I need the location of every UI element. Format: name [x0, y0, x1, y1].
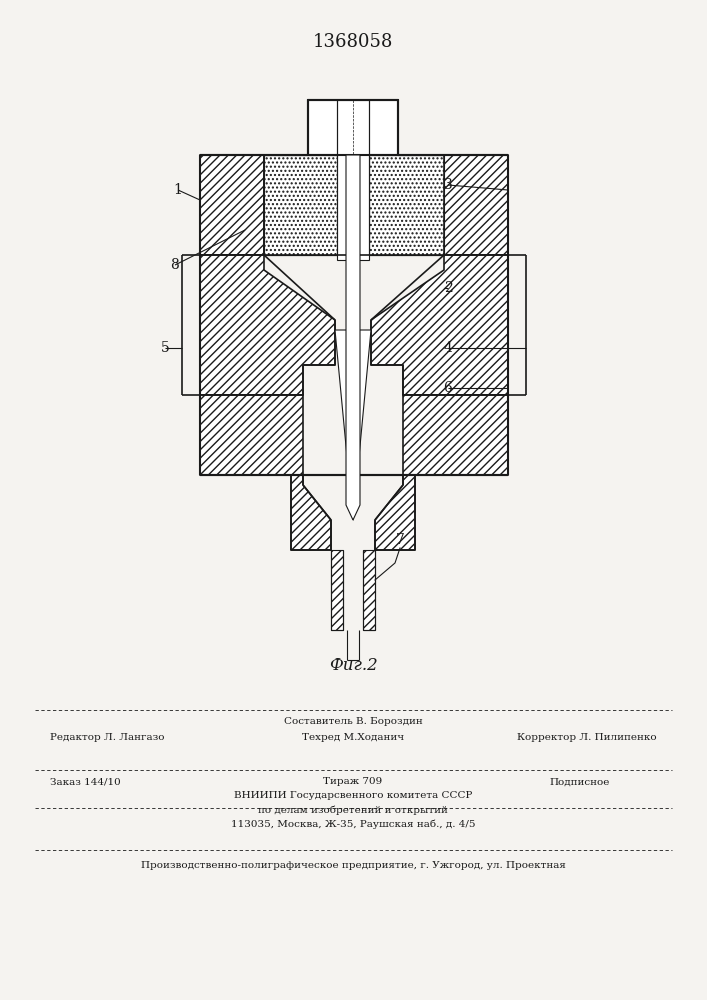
Text: 5: 5 [160, 341, 170, 355]
Text: Подписное: Подписное [550, 778, 610, 786]
Polygon shape [337, 100, 369, 260]
Text: 3: 3 [443, 178, 452, 192]
Text: 7: 7 [395, 533, 404, 547]
Text: ВНИИПИ Государсвенного комитета СССР: ВНИИПИ Государсвенного комитета СССР [234, 792, 472, 800]
Text: Техред М.Ходанич: Техред М.Ходанич [302, 734, 404, 742]
Polygon shape [363, 550, 375, 630]
Polygon shape [308, 100, 398, 155]
Text: Фиг.2: Фиг.2 [329, 656, 378, 674]
Text: 1: 1 [173, 183, 182, 197]
Text: 1368058: 1368058 [312, 33, 393, 51]
Text: Редактор Л. Лангазо: Редактор Л. Лангазо [50, 734, 165, 742]
Text: 2: 2 [443, 281, 452, 295]
Text: Корректор Л. Пилипенко: Корректор Л. Пилипенко [518, 734, 657, 742]
Text: 4: 4 [443, 341, 452, 355]
Text: 6: 6 [443, 381, 452, 395]
Polygon shape [200, 255, 335, 395]
Polygon shape [346, 155, 360, 520]
Polygon shape [264, 155, 337, 255]
Text: Заказ 144/10: Заказ 144/10 [50, 778, 121, 786]
Polygon shape [291, 475, 331, 550]
Polygon shape [335, 330, 371, 520]
Polygon shape [444, 155, 508, 255]
Text: 8: 8 [170, 258, 180, 272]
Polygon shape [369, 155, 444, 255]
Polygon shape [200, 395, 303, 475]
Polygon shape [331, 550, 343, 630]
Text: 113035, Москва, Ж-35, Раушская наб., д. 4/5: 113035, Москва, Ж-35, Раушская наб., д. … [230, 819, 475, 829]
Text: Составитель В. Бороздин: Составитель В. Бороздин [284, 718, 422, 726]
Polygon shape [371, 255, 508, 395]
Text: по делам изобретений и открытий: по делам изобретений и открытий [258, 805, 448, 815]
Polygon shape [375, 475, 415, 550]
Polygon shape [200, 155, 264, 255]
Text: Тираж 709: Тираж 709 [323, 778, 382, 786]
Polygon shape [403, 395, 508, 475]
Text: Производственно-полиграфическое предприятие, г. Ужгород, ул. Проектная: Производственно-полиграфическое предприя… [141, 860, 566, 869]
